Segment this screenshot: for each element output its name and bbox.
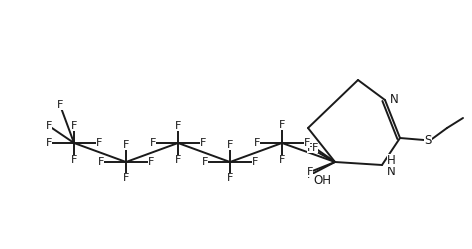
Text: F: F	[254, 138, 260, 148]
Text: F: F	[307, 167, 313, 177]
Text: F: F	[57, 100, 63, 110]
Text: F: F	[148, 157, 154, 167]
Text: F: F	[252, 157, 258, 167]
Text: F: F	[123, 173, 129, 183]
Text: F: F	[98, 157, 104, 167]
Text: N: N	[390, 92, 399, 106]
Text: F: F	[71, 121, 77, 131]
Text: F: F	[279, 120, 285, 130]
Text: H: H	[387, 154, 396, 167]
Text: N: N	[387, 165, 396, 178]
Text: F: F	[150, 138, 156, 148]
Text: F: F	[307, 170, 313, 180]
Text: F: F	[227, 173, 233, 183]
Text: F: F	[304, 138, 310, 148]
Text: F: F	[96, 138, 102, 148]
Text: F: F	[46, 138, 52, 148]
Text: OH: OH	[313, 174, 331, 187]
Text: F: F	[71, 155, 77, 165]
Text: F: F	[312, 143, 318, 153]
Text: F: F	[227, 140, 233, 150]
Text: F: F	[46, 121, 52, 131]
Text: F: F	[175, 155, 181, 165]
Text: F: F	[202, 157, 208, 167]
Text: F: F	[307, 143, 313, 153]
Text: F: F	[175, 121, 181, 131]
Text: F: F	[123, 140, 129, 150]
Text: S: S	[424, 133, 432, 146]
Text: F: F	[200, 138, 206, 148]
Text: F: F	[279, 155, 285, 165]
